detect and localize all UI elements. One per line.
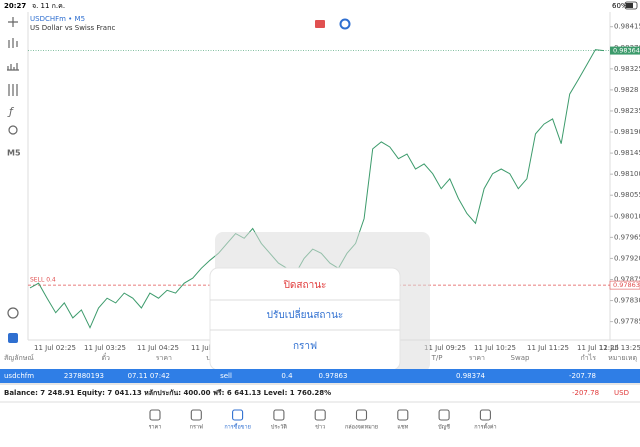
tab-label[interactable]: แชท (397, 424, 408, 431)
order-price-label: 0.97863 (613, 281, 640, 289)
chart-option[interactable]: กราฟ (293, 341, 317, 352)
chart-toolbar: ƒ M5 (7, 17, 21, 343)
position-cell: 237880193 (64, 372, 104, 380)
tab-icon[interactable] (355, 409, 368, 421)
objects-tool[interactable] (8, 125, 18, 135)
tab-label[interactable]: ราคา (149, 425, 162, 431)
tab-icon[interactable] (438, 409, 450, 421)
y-tick-label: 0.98235 (614, 107, 640, 115)
current-price-box (610, 46, 640, 55)
position-cell: -207.78 (569, 372, 596, 380)
total-profit: -207.78 (572, 389, 599, 397)
y-tick-label: 0.98145 (614, 149, 640, 157)
x-tick-label: 11 Jul 04:25 (137, 344, 179, 352)
close-position[interactable]: ปิดสถานะ (283, 280, 326, 291)
column-header: ตั๋ว (102, 353, 111, 362)
position-row-bg[interactable] (0, 369, 640, 383)
x-tick-label: 11 Jul 12:25 (577, 344, 619, 352)
column-header: ราคา (469, 354, 485, 362)
column-header: กำไร (581, 353, 597, 362)
current-price-label: 0.98364 (613, 47, 640, 55)
y-tick-label: 0.98325 (614, 65, 640, 73)
tab-icon[interactable] (479, 409, 491, 421)
tab-icon[interactable] (273, 409, 285, 421)
tab-icon[interactable] (232, 409, 244, 421)
battery-level (626, 3, 633, 8)
position-cell: sell (220, 372, 232, 380)
order-price-box (609, 280, 640, 290)
signal-icon[interactable] (339, 18, 351, 30)
column-header: Swap (511, 354, 530, 362)
tab-label[interactable]: กล่องจดหมาย (345, 425, 378, 431)
y-tick-label: 0.97875 (614, 275, 640, 283)
action-popup: ปิดสถานะ ปรับเปลี่ยนสถานะ กราฟ (209, 232, 430, 372)
battery-icon (624, 1, 638, 10)
tab-label[interactable]: การตั้งค่า (474, 423, 496, 431)
plot-area: 0.984150.983700.983250.98280.982350.9819… (28, 23, 640, 352)
y-tick-label: 0.97785 (614, 318, 640, 326)
tab-label[interactable]: บัญชี (438, 424, 450, 431)
x-tick-label: 11 Jul 13:25 (599, 344, 640, 352)
tab-label[interactable]: ข่าว (315, 425, 325, 431)
function-tool[interactable]: ƒ (7, 105, 15, 118)
position-cell: 0.97863 (319, 372, 348, 380)
modify-position[interactable]: ปรับเปลี่ยนสถานะ (267, 307, 344, 321)
zoom-tool[interactable] (7, 307, 19, 319)
order-label: SELL 0.4 (30, 277, 56, 284)
tab-icon[interactable] (397, 409, 409, 421)
column-header: T/P (431, 354, 443, 362)
x-tick-label: 11 Jul 03:25 (84, 344, 126, 352)
column-header: ราคา (156, 354, 172, 362)
x-tick-label: 11 Jul 02:25 (34, 344, 76, 352)
tab-icon[interactable] (149, 409, 161, 421)
crosshair-tool[interactable] (8, 17, 18, 27)
chart-title: USDCHFm • M5 (30, 15, 85, 23)
one-click-button[interactable] (315, 20, 325, 28)
tab-icon[interactable] (314, 409, 326, 421)
y-tick-label: 0.98415 (614, 23, 640, 31)
y-tick-label: 0.9828 (614, 86, 639, 94)
column-header: สัญลักษณ์ (4, 354, 34, 362)
trade-tool[interactable] (8, 333, 18, 343)
y-tick-label: 0.97965 (614, 233, 640, 241)
tab-label[interactable]: การซื้อขาย (224, 423, 250, 431)
column-header: หมายเหตุ (608, 354, 637, 362)
settings-tool[interactable] (8, 84, 18, 96)
account-summary: Balance: 7 248.91 Equity: 7 041.13 หลักป… (4, 389, 331, 397)
y-tick-label: 0.98055 (614, 191, 640, 199)
status-time: 20:27 (4, 2, 26, 10)
position-cell: usdchfm (4, 372, 34, 380)
currency: USD (614, 389, 629, 397)
status-battery: 60% (612, 2, 628, 10)
tab-bar: ราคา กราฟ การซื้อขาย ประวัติ ข่าว กล่องจดหมาย… (149, 409, 497, 431)
x-tick-label: 11 Jul 09:25 (424, 344, 466, 352)
status-date: จ. 11 ก.ค. (32, 2, 65, 10)
position-cell: 0.4 (281, 372, 293, 380)
tab-icon[interactable] (190, 409, 202, 421)
chart-type-tool[interactable] (8, 38, 18, 48)
timeframe[interactable]: M5 (7, 149, 21, 158)
indicators-tool[interactable] (7, 63, 19, 71)
position-cell: 0.98374 (456, 372, 485, 380)
position-cell: 07.11 07:42 (128, 372, 170, 380)
tab-label[interactable]: กราฟ (190, 424, 203, 431)
x-tick-label: 11 Jul 11:25 (527, 344, 569, 352)
tab-label[interactable]: ประวัติ (271, 424, 287, 431)
x-tick-label: 11 Jul 10:25 (474, 344, 516, 352)
chart-subtitle: US Dollar vs Swiss Franc (30, 24, 116, 32)
